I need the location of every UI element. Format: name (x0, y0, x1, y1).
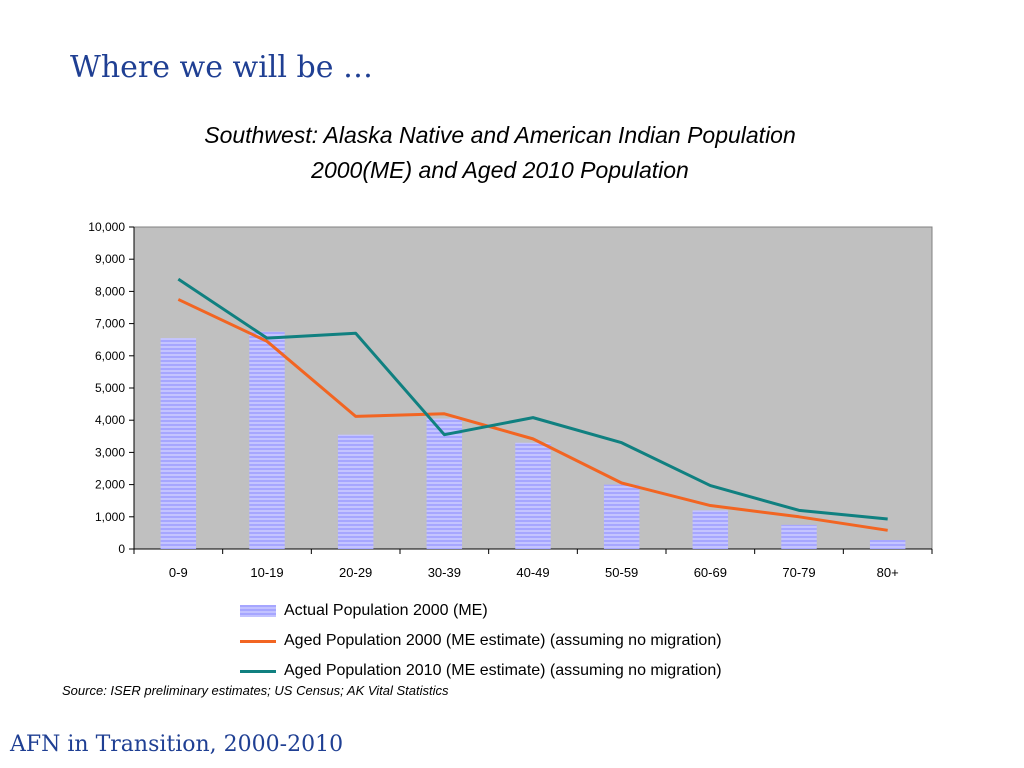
x-tick-label: 20-29 (339, 565, 372, 580)
x-tick-label: 60-69 (694, 565, 727, 580)
x-tick-label: 70-79 (782, 565, 815, 580)
y-tick-label: 0 (118, 542, 125, 556)
legend-label: Aged Population 2000 (ME estimate) (assu… (284, 632, 722, 649)
chart-legend: Actual Population 2000 (ME) Aged Populat… (240, 596, 722, 686)
source-note: Source: ISER preliminary estimates; US C… (62, 683, 449, 698)
bar (337, 434, 374, 549)
legend-swatch-line (240, 639, 276, 643)
chart-title-line-2: 2000(ME) and Aged 2010 Population (311, 157, 689, 183)
bar (426, 418, 463, 549)
bar (515, 442, 551, 549)
y-tick-label: 7,000 (95, 317, 125, 331)
legend-item-bar: Actual Population 2000 (ME) (240, 596, 722, 626)
chart-title: Southwest: Alaska Native and American In… (140, 118, 860, 188)
line-aged-2000 (177, 298, 888, 532)
y-tick-label: 3,000 (95, 445, 125, 459)
footer-title: AFN in Transition, 2000-2010 (10, 732, 344, 757)
y-tick-label: 9,000 (95, 252, 125, 266)
x-tick-label: 0-9 (169, 565, 188, 580)
legend-label: Actual Population 2000 (ME) (284, 602, 488, 619)
legend-item-orange-line: Aged Population 2000 (ME estimate) (assu… (240, 626, 722, 656)
legend-swatch-line (240, 669, 276, 673)
x-tick-label: 80+ (877, 565, 899, 580)
y-tick-label: 5,000 (95, 381, 125, 395)
line-aged-2010 (177, 277, 888, 521)
y-tick-label: 2,000 (95, 478, 125, 492)
y-tick-label: 1,000 (95, 510, 125, 524)
y-tick-label: 10,000 (88, 220, 125, 234)
slide-title: Where we will be … (70, 50, 374, 85)
legend-item-teal-line: Aged Population 2010 (ME estimate) (assu… (240, 656, 722, 686)
x-tick-label: 30-39 (428, 565, 461, 580)
legend-label: Aged Population 2010 (ME estimate) (assu… (284, 662, 722, 679)
bar (603, 484, 640, 549)
chart: 0 1,000 2,000 3,000 4,000 5,000 6,000 7,000 8,00… (88, 220, 933, 580)
y-tick-label: 8,000 (95, 284, 125, 298)
x-tick-label: 10-19 (250, 565, 283, 580)
legend-swatch-bar (240, 605, 276, 617)
y-tick-label: 4,000 (95, 413, 125, 427)
bar (692, 510, 729, 549)
bar (249, 331, 285, 549)
y-tick-label: 6,000 (95, 349, 125, 363)
bar (781, 524, 817, 549)
bar (869, 539, 906, 549)
x-tick-label: 40-49 (516, 565, 549, 580)
bar (160, 338, 197, 549)
chart-title-line-1: Southwest: Alaska Native and American In… (204, 122, 796, 148)
x-tick-label: 50-59 (605, 565, 638, 580)
